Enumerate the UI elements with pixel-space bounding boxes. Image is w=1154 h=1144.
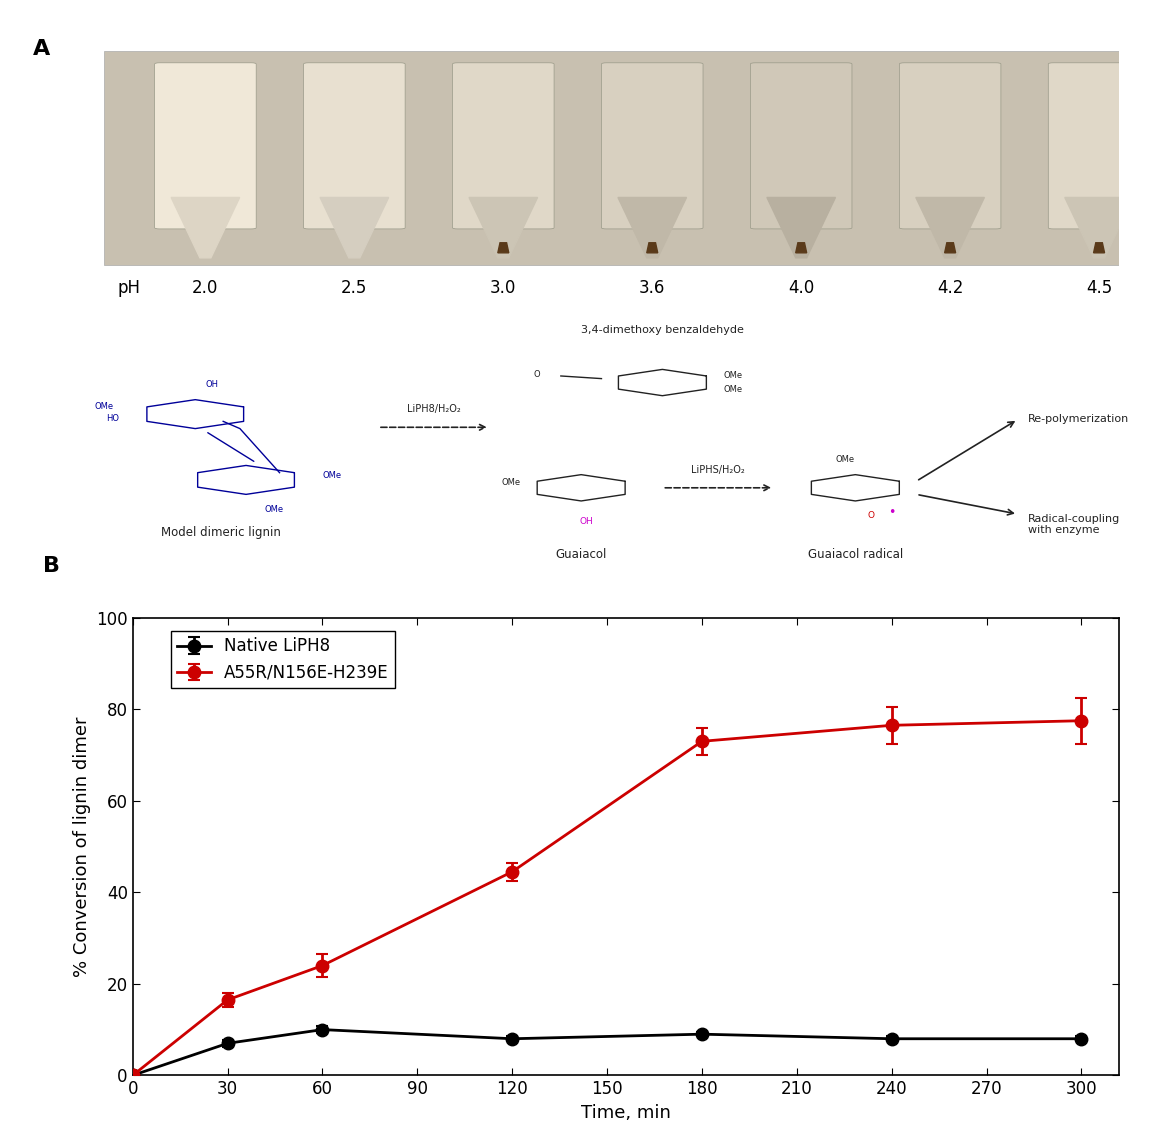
Text: 3.6: 3.6 xyxy=(639,279,666,297)
Text: OMe: OMe xyxy=(322,471,342,480)
Text: 3,4-dimethoxy benzaldehyde: 3,4-dimethoxy benzaldehyde xyxy=(580,325,744,335)
Text: O: O xyxy=(867,511,874,521)
Bar xyxy=(104,51,1119,265)
Text: Radical-coupling
with enzyme: Radical-coupling with enzyme xyxy=(1028,514,1121,535)
Polygon shape xyxy=(1094,243,1104,253)
Y-axis label: % Conversion of lignin dimer: % Conversion of lignin dimer xyxy=(73,716,91,977)
Polygon shape xyxy=(619,198,687,257)
Text: OMe: OMe xyxy=(501,478,520,487)
Text: Model dimeric lignin: Model dimeric lignin xyxy=(160,526,280,539)
Text: HO: HO xyxy=(106,414,119,423)
Text: A: A xyxy=(32,39,50,58)
Polygon shape xyxy=(469,198,538,257)
Text: •: • xyxy=(889,506,896,519)
Text: Guaiacol: Guaiacol xyxy=(555,548,607,562)
Text: 4.2: 4.2 xyxy=(937,279,964,297)
Polygon shape xyxy=(320,198,389,257)
Polygon shape xyxy=(1065,198,1133,257)
Text: B: B xyxy=(44,556,60,577)
FancyBboxPatch shape xyxy=(452,63,554,229)
Text: pH: pH xyxy=(118,279,141,297)
FancyBboxPatch shape xyxy=(750,63,852,229)
Text: OH: OH xyxy=(205,380,218,389)
Text: OMe: OMe xyxy=(264,505,284,514)
Text: Re-polymerization: Re-polymerization xyxy=(1028,414,1130,424)
Polygon shape xyxy=(171,198,240,257)
Text: LiPHS/H₂O₂: LiPHS/H₂O₂ xyxy=(691,464,745,475)
Text: OMe: OMe xyxy=(835,455,855,464)
Text: OMe: OMe xyxy=(724,372,742,381)
Text: 2.0: 2.0 xyxy=(193,279,218,297)
Polygon shape xyxy=(646,243,658,253)
FancyBboxPatch shape xyxy=(601,63,703,229)
Text: 3.0: 3.0 xyxy=(490,279,517,297)
Text: Guaiacol radical: Guaiacol radical xyxy=(808,548,902,562)
FancyBboxPatch shape xyxy=(1048,63,1149,229)
Text: OMe: OMe xyxy=(95,403,114,412)
X-axis label: Time, min: Time, min xyxy=(582,1104,670,1122)
Polygon shape xyxy=(916,198,984,257)
Text: OMe: OMe xyxy=(724,384,742,394)
FancyBboxPatch shape xyxy=(155,63,256,229)
Legend: Native LiPH8, A55R/N156E-H239E: Native LiPH8, A55R/N156E-H239E xyxy=(171,630,396,689)
Text: LiPH8/H₂O₂: LiPH8/H₂O₂ xyxy=(407,404,460,414)
Polygon shape xyxy=(945,243,956,253)
Polygon shape xyxy=(767,198,835,257)
Polygon shape xyxy=(497,243,509,253)
Text: OH: OH xyxy=(579,517,593,526)
FancyBboxPatch shape xyxy=(304,63,405,229)
Text: 4.5: 4.5 xyxy=(1086,279,1112,297)
Text: 2.5: 2.5 xyxy=(342,279,367,297)
Text: O: O xyxy=(534,371,540,379)
Text: 4.0: 4.0 xyxy=(788,279,815,297)
FancyBboxPatch shape xyxy=(899,63,1001,229)
Polygon shape xyxy=(796,243,807,253)
